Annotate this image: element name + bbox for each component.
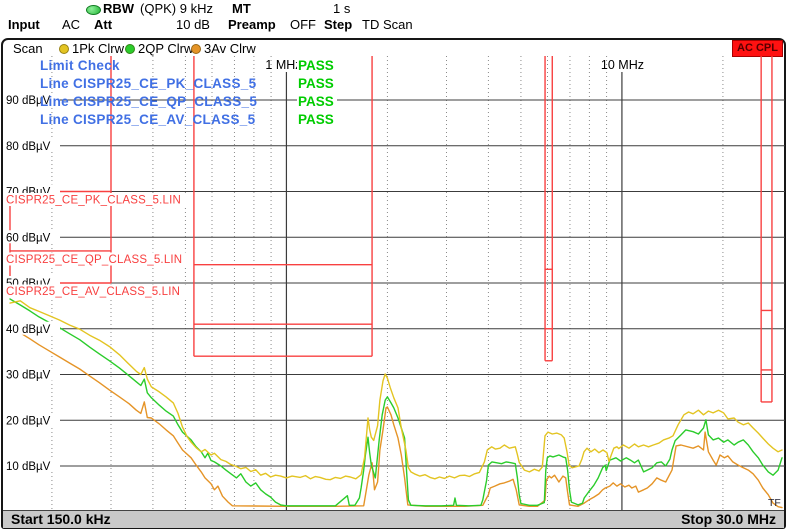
transducer-indicator: TF — [768, 497, 781, 509]
trace1-color-dot-icon — [59, 43, 69, 54]
svg-text:30 dBµV: 30 dBµV — [6, 370, 51, 382]
meas-time-value[interactable]: 1 s — [333, 1, 351, 16]
rbw-led-icon — [86, 5, 101, 15]
rbw-value[interactable]: (QPK) 9 kHz — [140, 1, 213, 16]
trace1-legend[interactable]: 1Pk Clrw — [72, 41, 125, 56]
svg-text:10 dBµV: 10 dBµV — [6, 461, 51, 473]
spectrum-plot-area: 1 MHz 10 MHz 90 dBµV 80 dBµV 70 dBµV 60 dBµV 5… — [4, 56, 785, 510]
limit-row-name: Limit Check — [40, 58, 120, 73]
input-value[interactable]: AC — [62, 17, 81, 32]
trace2-color-dot-icon — [125, 43, 135, 54]
limit-row-status: PASS — [298, 58, 334, 73]
freq-marker-label: 10 MHz — [601, 58, 644, 72]
svg-text:60 dBµV: 60 dBµV — [6, 232, 51, 244]
trace-1pk-clrw — [9, 300, 783, 481]
att-value[interactable]: 10 dB — [176, 17, 210, 32]
svg-text:80 dBµV: 80 dBµV — [6, 141, 51, 153]
svg-text:CISPR25_CE_AV_CLASS_5.LIN: CISPR25_CE_AV_CLASS_5.LIN — [6, 286, 180, 298]
trace3-color-dot-icon — [191, 43, 201, 54]
preamp-label: Preamp — [228, 17, 276, 32]
limit-check-table: Limit Check PASS Line CISPR25_CE_PK_CLASS_… — [40, 58, 337, 127]
att-label: Att — [94, 17, 113, 32]
limit-lines — [9, 56, 773, 403]
svg-text:CISPR25_CE_PK_CLASS_5.LIN: CISPR25_CE_PK_CLASS_5.LIN — [6, 195, 181, 207]
limit-line-labels: CISPR25_CE_PK_CLASS_5.LIN CISPR25_CE_QP_C… — [5, 193, 191, 298]
step-label: Step — [324, 17, 353, 32]
limit-row-status: PASS — [298, 112, 334, 127]
input-label: Input — [8, 17, 40, 32]
tab-scan[interactable]: Scan — [13, 41, 43, 56]
svg-text:40 dBµV: 40 dBµV — [6, 324, 51, 336]
limit-row-name: Line CISPR25_CE_PK_CLASS_5 — [40, 76, 257, 91]
limit-row-status: PASS — [298, 76, 334, 91]
step-value[interactable]: TD Scan — [362, 17, 413, 32]
measurement-window: Scan 1Pk Clrw 2QP Clrw 3Av Clrw AC CPL 1… — [1, 38, 786, 529]
rbw-label: RBW — [103, 1, 135, 16]
limit-row-name: Line CISPR25_CE_AV_CLASS_5 — [40, 112, 256, 127]
trace-3av-clrw — [9, 326, 783, 509]
frequency-markers: 1 MHz 10 MHz — [265, 58, 644, 510]
frequency-status-bar: Start 150.0 kHz Stop 30.0 MHz — [3, 510, 784, 528]
meas-time-label: MT — [232, 1, 251, 16]
svg-text:90 dBµV: 90 dBµV — [6, 95, 51, 107]
preamp-value[interactable]: OFF — [290, 17, 316, 32]
level-gridlines — [4, 99, 785, 467]
svg-text:20 dBµV: 20 dBµV — [6, 415, 51, 427]
trace3-legend[interactable]: 3Av Clrw — [204, 41, 256, 56]
svg-text:CISPR25_CE_QP_CLASS_5.LIN: CISPR25_CE_QP_CLASS_5.LIN — [6, 254, 182, 266]
limit-row-status: PASS — [298, 94, 334, 109]
tab-bar: Scan 1Pk Clrw 2QP Clrw 3Av Clrw AC CPL — [3, 40, 784, 57]
trace2-legend[interactable]: 2QP Clrw — [138, 41, 194, 56]
ac-coupling-badge: AC CPL — [732, 40, 783, 57]
limit-row-name: Line CISPR25_CE_QP_CLASS_5 — [40, 94, 257, 109]
stop-frequency-label: Stop 30.0 MHz — [681, 511, 776, 527]
start-frequency-label: Start 150.0 kHz — [11, 511, 111, 527]
freq-marker-label: 1 MHz — [265, 58, 301, 72]
